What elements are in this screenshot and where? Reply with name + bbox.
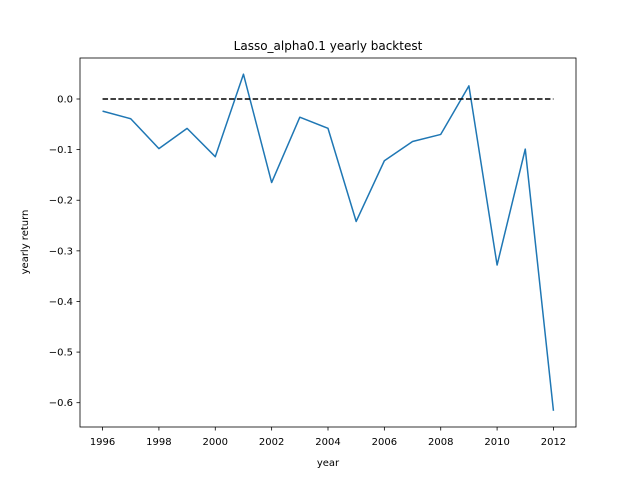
y-tick-label: −0.5 (49, 348, 73, 359)
x-tick-label: 1996 (90, 437, 115, 448)
x-tick-label: 2010 (484, 437, 509, 448)
ticks-layer: 1996 1998 2000 2002 2004 2006 2008 2010 2012 0.0 −… (49, 95, 566, 449)
y-tick-label: −0.1 (49, 145, 73, 156)
x-tick-label: 2000 (203, 437, 228, 448)
x-tick-label: 2008 (428, 437, 453, 448)
x-axis-label: year (317, 458, 340, 469)
x-tick-label: 2004 (315, 437, 340, 448)
return-line (102, 73, 555, 411)
plot-frame (79, 57, 577, 428)
x-tick-label: 2006 (372, 437, 397, 448)
y-tick-label: −0.2 (49, 196, 73, 207)
x-tick-label: 2002 (259, 437, 284, 448)
y-tick-label: 0.0 (57, 95, 73, 106)
y-axis-label: yearly return (20, 210, 31, 275)
chart-title: Lasso_alpha0.1 yearly backtest (234, 39, 423, 53)
x-tick-label: 1998 (146, 437, 171, 448)
y-tick-label: −0.3 (49, 246, 73, 257)
plot-area (80, 58, 576, 427)
x-tick-label: 2012 (541, 437, 566, 448)
y-tick-label: −0.4 (49, 297, 73, 308)
y-tick-label: −0.6 (49, 398, 73, 409)
series-layer (102, 73, 555, 411)
